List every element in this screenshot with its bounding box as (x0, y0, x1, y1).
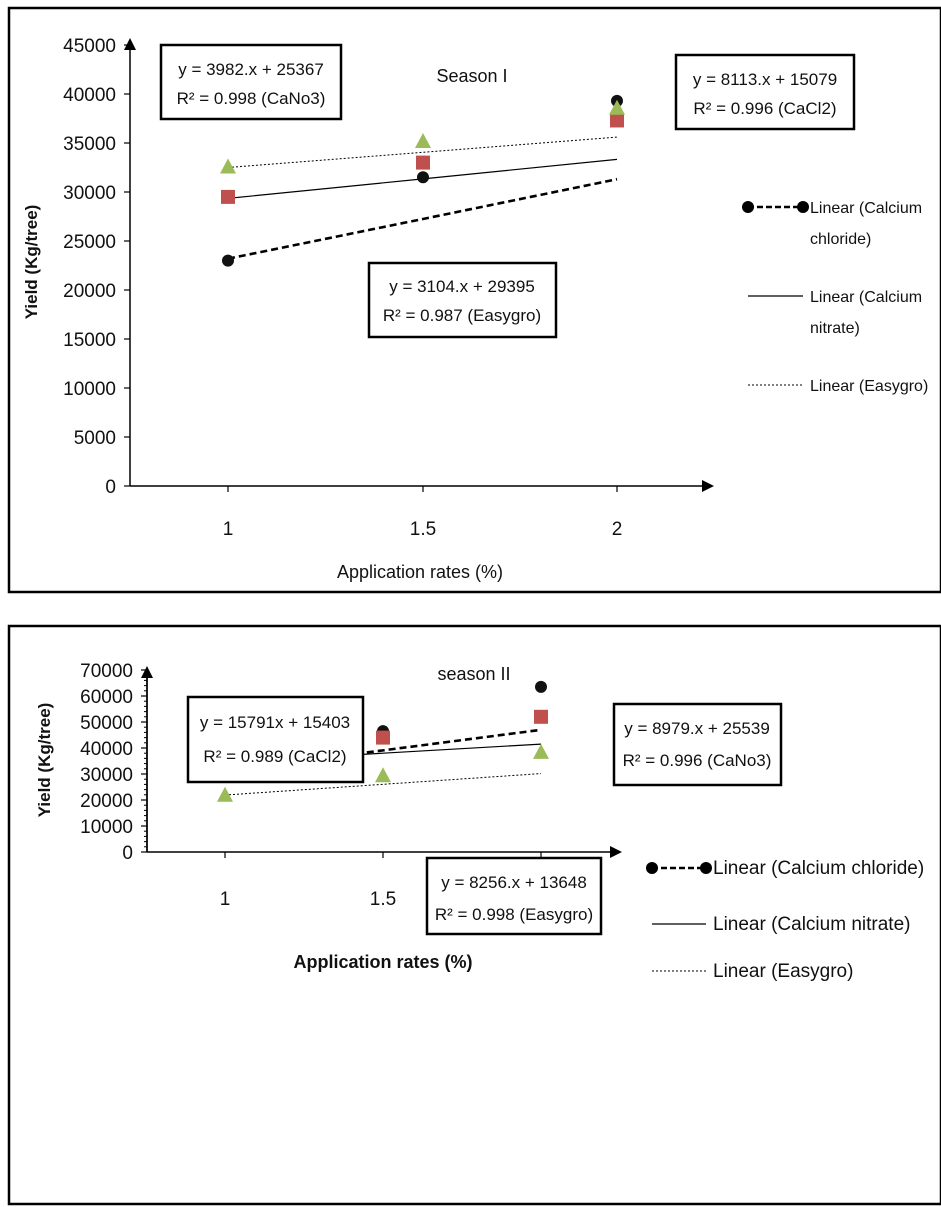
chart-2-y-tick-label: 30000 (80, 765, 133, 786)
chart-1-x-tick-label: 1.5 (410, 519, 436, 540)
chart-2-point-easygro (375, 767, 391, 783)
chart-1-eq-cano3-box: y = 3982.x + 25367 R² = 0.998 (CaNo3) (159, 43, 343, 121)
chart-1-y-tick-label: 25000 (63, 232, 116, 253)
chart-1-trendline-easygro (227, 136, 618, 169)
chart-1-legend-cacl2: Linear (Calcium chloride) (742, 200, 922, 248)
chart-2-frame (7, 624, 941, 1206)
chart-2-title: season II (437, 664, 510, 684)
chart-2-y-tick-label: 0 (122, 843, 133, 864)
chart-1-trendlines (227, 136, 618, 260)
chart-1-y-axis-label: Yield (Kg/tree) (22, 205, 41, 320)
chart-2-eq-easygro-box: y = 8256.x + 13648 R² = 0.998 (Easygro) (425, 856, 603, 936)
chart-1-y-tick-label: 15000 (63, 330, 116, 351)
chart-1-point-easygro (415, 133, 431, 149)
chart-2-eq-cano3-line1: y = 8979.x + 25539 (624, 719, 770, 738)
chart-1-eq-easygro-line2: R² = 0.987 (Easygro) (383, 306, 541, 325)
chart-2-trendline-easygro (224, 773, 542, 796)
chart-2-legend-cacl2-label: Linear (Calcium chloride) (713, 858, 924, 879)
chart-1-eq-cacl2-line1: y = 8113.x + 15079 (693, 70, 837, 89)
chart-2-x-axis-label: Application rates (%) (293, 952, 472, 972)
chart-1-legend-easygro-label: Linear (Easygro) (810, 378, 928, 395)
chart-1-y-ticks: 0 5000 10000 15000 20000 25000 30000 35000 40000… (63, 36, 130, 498)
chart-2-y-tick-label: 50000 (80, 713, 133, 734)
chart-1-x-tick-label: 1 (223, 519, 234, 540)
chart-2-eq-cacl2-line1: y = 15791x + 15403 (200, 713, 350, 732)
chart-1-legend: Linear (Calcium chloride) Linear (Calciu… (742, 200, 928, 395)
chart-2-point-easygro (217, 786, 233, 802)
chart-season-1: 0 5000 10000 15000 20000 25000 30000 35000 40000… (7, 6, 941, 594)
chart-1-eq-cacl2-line2: R² = 0.996 (CaCl2) (693, 99, 836, 118)
chart-2-point-cacl2 (535, 680, 547, 693)
chart-1-legend-cano3-label-2: nitrate) (810, 320, 860, 337)
chart-1-x-tick-label: 2 (612, 519, 623, 540)
chart-1-y-tick-label: 10000 (63, 379, 116, 400)
chart-1-x-axis-label: Application rates (%) (337, 562, 503, 582)
chart-2-x-tick-label: 1.5 (370, 889, 396, 910)
chart-2-legend-easygro: Linear (Easygro) (652, 961, 853, 982)
chart-2-y-ticks: 0 10000 20000 30000 40000 50000 60000 70000 (80, 661, 147, 864)
chart-2-x-tick-label: 1 (220, 889, 231, 910)
chart-2-legend-cacl2: Linear (Calcium chloride) (646, 858, 924, 879)
chart-1-eq-cacl2-box: y = 8113.x + 15079 R² = 0.996 (CaCl2) (674, 53, 856, 131)
chart-1-eq-cano3-line2: R² = 0.998 (CaNo3) (177, 89, 326, 108)
chart-2-point-cano3 (534, 709, 548, 724)
chart-2-eq-cacl2-box: y = 15791x + 15403 R² = 0.989 (CaCl2) (186, 695, 365, 784)
chart-1-legend-easygro: Linear (Easygro) (748, 378, 928, 395)
chart-2-y-tick-label: 60000 (80, 687, 133, 708)
chart-1-legend-cacl2-label-1: Linear (Calcium (810, 200, 922, 217)
chart-2-eq-easygro-line2: R² = 0.998 (Easygro) (435, 905, 593, 924)
chart-2-y-axis-label: Yield (Kg/tree) (35, 703, 54, 818)
chart-2-legend-cano3-label: Linear (Calcium nitrate) (713, 914, 910, 935)
chart-1-point-cacl2 (417, 171, 429, 184)
chart-1-eq-easygro-line1: y = 3104.x + 29395 (389, 277, 535, 296)
chart-1-legend-cacl2-label-2: chloride) (810, 231, 871, 248)
chart-1-frame (7, 6, 941, 594)
chart-1-y-tick-label: 20000 (63, 281, 116, 302)
chart-2-eq-cano3-box: y = 8979.x + 25539 R² = 0.996 (CaNo3) (612, 702, 783, 787)
chart-2-trendline-cacl2 (224, 728, 542, 773)
chart-1-point-easygro (609, 99, 625, 115)
chart-1-y-tick-label: 40000 (63, 85, 116, 106)
chart-1-eq-easygro-box: y = 3104.x + 29395 R² = 0.987 (Easygro) (367, 261, 558, 339)
chart-1-legend-cano3-label-1: Linear (Calcium (810, 289, 922, 306)
chart-1-point-cano3 (221, 189, 235, 204)
chart-2-y-tick-label: 20000 (80, 791, 133, 812)
chart-2-legend: Linear (Calcium chloride) Linear (Calciu… (646, 858, 924, 982)
chart-1-point-cano3 (416, 155, 430, 170)
chart-2-eq-cano3-line2: R² = 0.996 (CaNo3) (623, 751, 772, 770)
chart-1-trendline-cacl2 (227, 177, 618, 260)
chart-1-point-cano3 (610, 113, 624, 128)
chart-1-legend-cano3: Linear (Calcium nitrate) (748, 289, 922, 337)
chart-1-title: Season I (436, 66, 507, 86)
chart-2-point-easygro (533, 743, 549, 759)
chart-1-y-tick-label: 0 (105, 477, 116, 498)
chart-2-y-tick-label: 70000 (80, 661, 133, 682)
chart-1-x-ticks: 1 1.5 2 (223, 486, 623, 540)
chart-2-legend-cano3: Linear (Calcium nitrate) (652, 914, 910, 935)
chart-1-y-tick-label: 5000 (74, 428, 116, 449)
chart-1-eq-cano3-line1: y = 3982.x + 25367 (178, 60, 324, 79)
chart-1-point-cacl2 (222, 254, 234, 267)
chart-1-points (220, 94, 625, 267)
chart-2-point-cano3 (376, 730, 390, 745)
chart-2-eq-easygro-line1: y = 8256.x + 13648 (441, 873, 587, 892)
chart-2-legend-easygro-label: Linear (Easygro) (713, 961, 853, 982)
chart-2-y-tick-label: 40000 (80, 739, 133, 760)
chart-1-y-tick-label: 35000 (63, 134, 116, 155)
chart-season-2: 0 10000 20000 30000 40000 50000 60000 70000 1 1.… (7, 624, 941, 1206)
chart-1-y-tick-label: 45000 (63, 36, 116, 57)
chart-1-point-easygro (220, 158, 236, 174)
chart-1-y-tick-label: 30000 (63, 183, 116, 204)
chart-2-y-tick-label: 10000 (80, 817, 133, 838)
chart-2-eq-cacl2-line2: R² = 0.989 (CaCl2) (203, 747, 346, 766)
